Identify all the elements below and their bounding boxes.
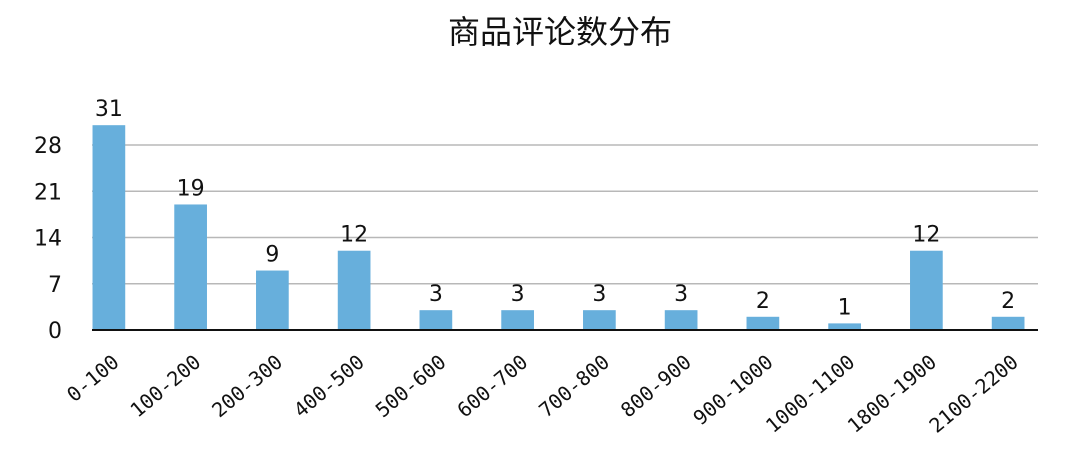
bar	[910, 250, 943, 330]
y-tick-label: 14	[34, 227, 62, 252]
data-label: 3	[429, 282, 443, 307]
data-label: 9	[265, 243, 279, 268]
y-tick-label: 21	[34, 180, 62, 205]
y-tick-label: 0	[48, 319, 62, 344]
y-tick-label: 7	[48, 273, 62, 298]
bar	[746, 316, 780, 330]
y-tick-label: 28	[34, 134, 62, 159]
data-label: 12	[912, 223, 940, 248]
x-tick-label: 0-100	[62, 350, 124, 407]
x-tick-label: 100-200	[125, 350, 205, 423]
bar	[991, 316, 1025, 330]
x-tick-label: 500-600	[371, 350, 451, 423]
data-label: 19	[177, 176, 205, 201]
x-tick-label: 1000-1100	[761, 350, 859, 438]
bar	[92, 125, 126, 330]
bar	[419, 310, 453, 330]
data-label: 2	[756, 289, 770, 314]
x-tick-label: 600-700	[452, 350, 532, 423]
x-tick-label: 800-900	[616, 350, 696, 423]
x-tick-label: 200-300	[207, 350, 287, 423]
bar	[828, 323, 861, 330]
bar	[501, 310, 534, 330]
bar	[337, 250, 371, 330]
chart-title: 商品评论数分布	[448, 13, 672, 51]
data-label: 3	[674, 282, 688, 307]
x-tick-label: 2100-2200	[924, 350, 1022, 438]
data-label: 31	[95, 97, 123, 122]
bar	[664, 310, 698, 330]
x-tick-label: 1800-1900	[843, 350, 941, 438]
data-label: 3	[511, 282, 525, 307]
x-tick-label: 700-800	[534, 350, 614, 423]
data-label: 3	[592, 282, 606, 307]
x-tick-label: 400-500	[289, 350, 369, 423]
data-label: 2	[1001, 289, 1015, 314]
data-label: 12	[340, 223, 368, 248]
bar	[583, 310, 616, 330]
bar	[256, 270, 289, 330]
bar	[174, 204, 207, 330]
data-label: 1	[838, 295, 852, 320]
